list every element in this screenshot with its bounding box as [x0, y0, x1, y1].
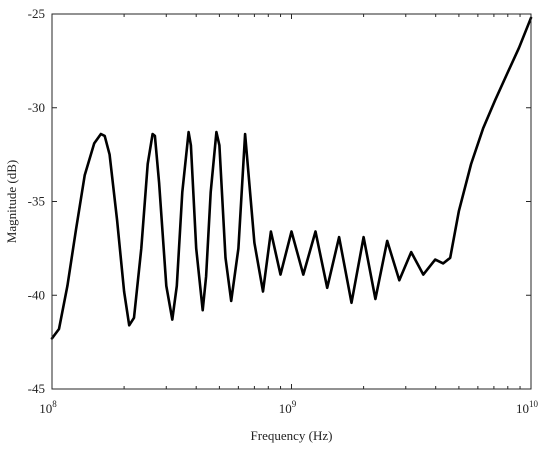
x-tick-exponent: 9: [292, 399, 297, 409]
series-line: [50, 16, 533, 340]
x-tick-base: 10: [39, 401, 52, 416]
y-tick-label: -30: [28, 100, 45, 115]
y-axis-title: Magnitude (dB): [4, 160, 19, 243]
x-tick-base: 10: [279, 401, 292, 416]
x-tick-label: 108: [39, 399, 57, 416]
y-tick-label: -45: [28, 381, 45, 396]
y-tick-label: -35: [28, 194, 45, 209]
x-axis-ticks: 108 109 1010: [39, 14, 539, 416]
x-tick-exponent: 10: [529, 399, 539, 409]
plot-frame: [51, 13, 532, 390]
x-tick-label: 109: [279, 399, 297, 416]
y-tick-label: -40: [28, 287, 45, 302]
x-tick-exponent: 8: [52, 399, 57, 409]
y-axis-ticks: -45 -40 -35 -30 -25: [28, 6, 531, 396]
x-tick-label: 1010: [516, 399, 539, 416]
series-group: [50, 16, 533, 340]
x-tick-base: 10: [516, 401, 529, 416]
y-tick-label: -25: [28, 6, 45, 21]
x-axis-title: Frequency (Hz): [251, 428, 333, 443]
